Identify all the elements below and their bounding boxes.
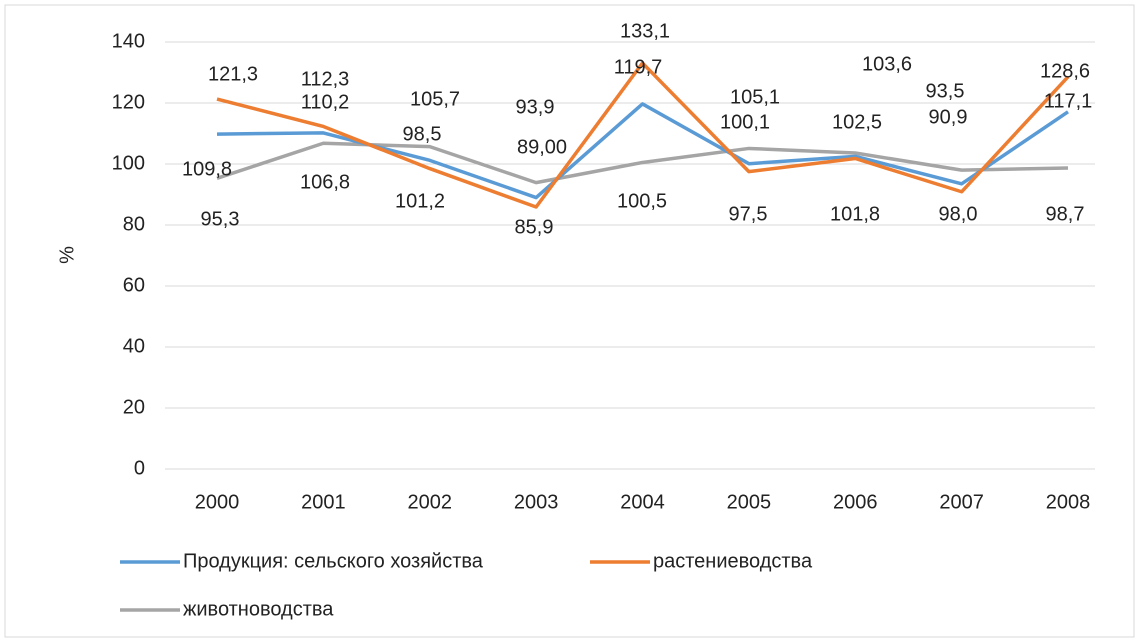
data-label: 133,1 <box>620 20 670 42</box>
data-label: 117,1 <box>1044 90 1093 112</box>
data-label: 98,0 <box>939 203 978 225</box>
data-label: 119,7 <box>614 56 663 78</box>
data-label: 103,6 <box>862 53 912 75</box>
x-tick-label: 2005 <box>727 491 772 513</box>
data-label: 110,2 <box>301 91 350 113</box>
data-label: 101,2 <box>395 190 445 212</box>
x-tick-label: 2000 <box>195 491 240 513</box>
y-tick-label: 120 <box>112 91 145 113</box>
y-tick-label: 40 <box>123 335 145 357</box>
data-label: 106,8 <box>300 171 350 193</box>
data-label: 85,9 <box>515 216 554 238</box>
data-label: 112,3 <box>301 68 350 90</box>
data-label: 102,5 <box>832 111 882 133</box>
y-tick-label: 80 <box>123 213 145 235</box>
y-tick-label: 140 <box>112 30 145 52</box>
x-tick-label: 2008 <box>1046 491 1091 513</box>
x-tick-label: 2007 <box>939 491 984 513</box>
data-label: 95,3 <box>201 208 240 230</box>
series-line <box>216 61 1070 209</box>
data-label: 90,9 <box>929 106 968 128</box>
chart-border <box>4 4 1135 638</box>
data-label: 101,8 <box>830 203 880 225</box>
legend-label: животноводства <box>183 598 334 620</box>
series-line <box>216 141 1069 185</box>
data-label: 105,7 <box>410 88 460 110</box>
data-label: 98,7 <box>1046 203 1085 225</box>
y-tick-label: 0 <box>134 457 145 479</box>
y-tick-label: 60 <box>123 274 145 296</box>
data-label: 89,00 <box>517 136 567 158</box>
data-label: 100,5 <box>617 190 667 212</box>
x-tick-label: 2003 <box>514 491 559 513</box>
x-tick-label: 2002 <box>408 491 453 513</box>
x-tick-label: 2006 <box>833 491 878 513</box>
data-label: 100,1 <box>720 111 770 133</box>
data-label: 97,5 <box>729 203 768 225</box>
legend-label: Продукция: сельского хозяйства <box>183 550 484 572</box>
y-axis-label: % <box>56 246 78 264</box>
data-label: 93,9 <box>516 96 555 118</box>
data-label: 128,6 <box>1040 60 1090 82</box>
x-tick-label: 2004 <box>620 491 665 513</box>
y-tick-label: 20 <box>123 396 145 418</box>
x-tick-label: 2001 <box>301 491 346 513</box>
y-tick-label: 100 <box>112 152 145 174</box>
data-label: 109,8 <box>182 158 232 180</box>
data-label: 121,3 <box>208 63 258 85</box>
legend-label: растениеводства <box>653 550 813 572</box>
data-label: 105,1 <box>730 86 780 108</box>
data-label: 98,5 <box>403 123 442 145</box>
data-label: 93,5 <box>926 80 965 102</box>
